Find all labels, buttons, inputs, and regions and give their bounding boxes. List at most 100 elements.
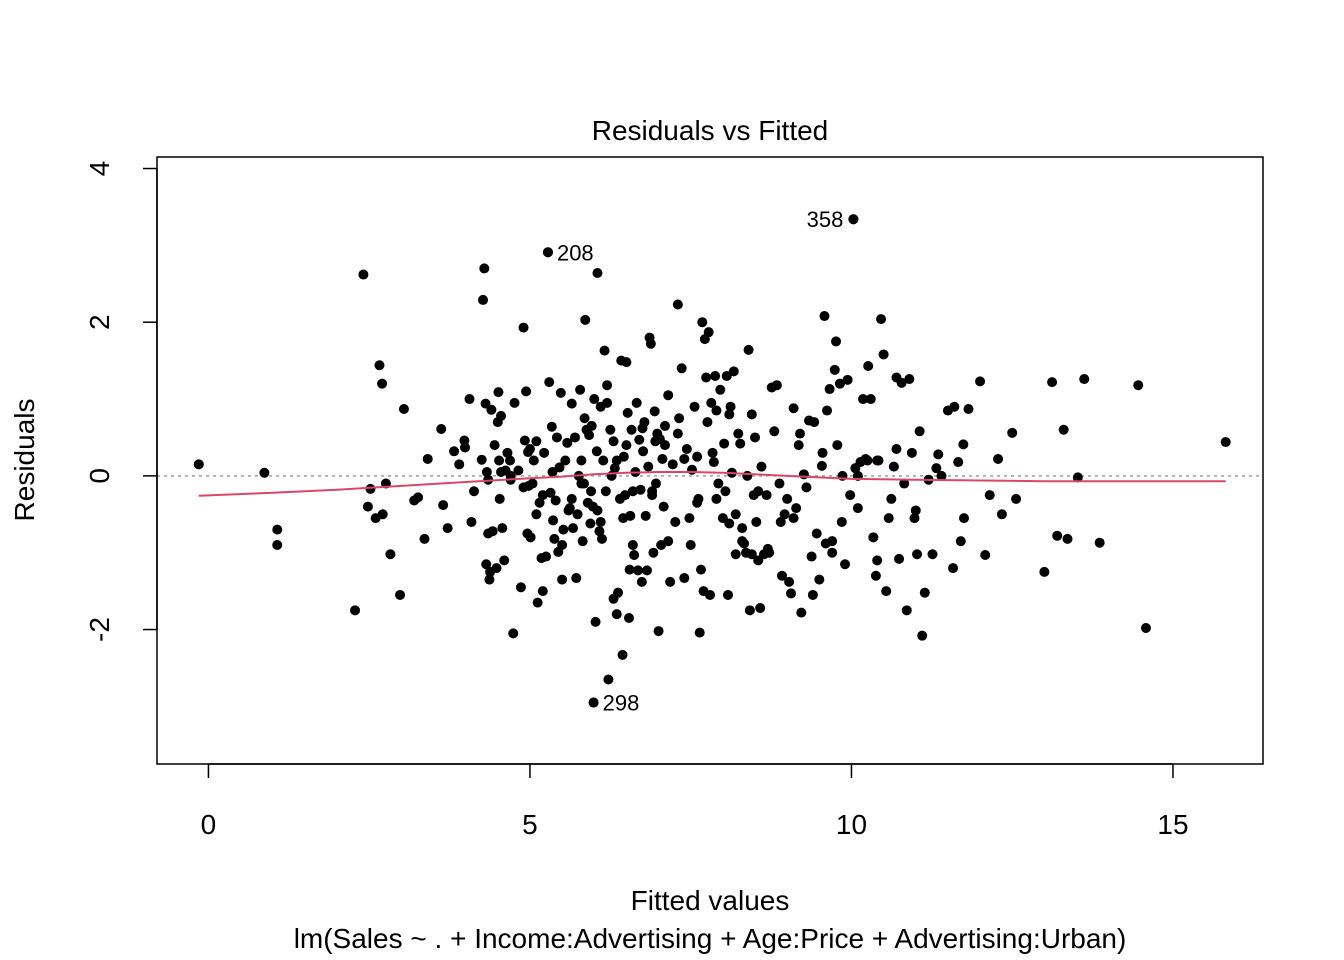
data-point bbox=[899, 478, 910, 489]
data-point bbox=[481, 467, 492, 478]
data-point bbox=[750, 432, 761, 443]
data-point bbox=[586, 486, 597, 497]
data-point bbox=[586, 420, 597, 431]
data-point bbox=[557, 540, 568, 551]
data-point bbox=[761, 490, 772, 501]
data-point bbox=[558, 524, 569, 535]
data-point bbox=[577, 536, 588, 547]
data-point bbox=[827, 536, 838, 547]
data-point bbox=[419, 533, 430, 544]
data-point bbox=[672, 428, 683, 439]
data-point bbox=[537, 490, 548, 501]
data-point bbox=[1052, 530, 1063, 541]
data-point bbox=[819, 311, 830, 322]
data-point bbox=[878, 349, 889, 360]
data-point bbox=[685, 540, 696, 551]
data-point bbox=[744, 605, 755, 616]
data-point bbox=[193, 459, 204, 470]
data-point bbox=[746, 409, 757, 420]
data-point bbox=[948, 563, 959, 574]
data-point bbox=[701, 372, 712, 383]
data-point bbox=[618, 513, 629, 524]
data-point bbox=[674, 413, 685, 424]
data-point bbox=[531, 436, 542, 447]
data-point bbox=[524, 443, 535, 454]
data-point bbox=[909, 513, 920, 524]
data-point bbox=[912, 549, 923, 560]
data-point bbox=[993, 453, 1004, 464]
data-point bbox=[711, 405, 722, 416]
data-point bbox=[715, 384, 726, 395]
data-point bbox=[1058, 424, 1069, 435]
data-point bbox=[676, 363, 687, 374]
data-point bbox=[576, 478, 587, 489]
data-point bbox=[518, 482, 529, 493]
data-point bbox=[469, 486, 480, 497]
data-point bbox=[958, 513, 969, 524]
data-point bbox=[705, 589, 715, 600]
data-point bbox=[724, 518, 735, 529]
data-point bbox=[756, 461, 767, 472]
data-point bbox=[494, 493, 505, 504]
data-point bbox=[481, 559, 492, 570]
data-point bbox=[659, 420, 670, 431]
data-point bbox=[870, 570, 881, 581]
data-point bbox=[657, 453, 668, 464]
data-point bbox=[624, 564, 635, 575]
data-point bbox=[653, 626, 664, 637]
data-point bbox=[958, 439, 969, 450]
data-point bbox=[927, 549, 938, 560]
data-point bbox=[702, 417, 713, 428]
data-point bbox=[692, 497, 703, 508]
data-point bbox=[933, 449, 944, 460]
data-point bbox=[665, 576, 676, 587]
data-point bbox=[635, 484, 646, 495]
data-point bbox=[643, 461, 654, 472]
data-point bbox=[816, 460, 827, 471]
data-point bbox=[980, 550, 991, 561]
data-point bbox=[771, 380, 782, 391]
data-point bbox=[788, 513, 799, 524]
data-point bbox=[590, 616, 601, 627]
data-point bbox=[706, 397, 717, 408]
data-point bbox=[622, 407, 633, 418]
data-point bbox=[663, 536, 674, 547]
data-point bbox=[599, 345, 610, 356]
data-point bbox=[667, 459, 678, 470]
data-point bbox=[788, 403, 799, 414]
smooth-trend-line bbox=[198, 471, 1226, 497]
data-point bbox=[527, 478, 538, 489]
data-point bbox=[537, 586, 548, 597]
data-point bbox=[621, 357, 632, 368]
data-point bbox=[975, 376, 986, 387]
data-point bbox=[777, 570, 788, 581]
data-point bbox=[784, 576, 795, 587]
data-point bbox=[460, 442, 471, 453]
data-point bbox=[548, 515, 559, 526]
data-point bbox=[919, 587, 930, 598]
data-point bbox=[1011, 493, 1022, 504]
data-point bbox=[478, 294, 489, 305]
data-point bbox=[817, 447, 828, 458]
data-point bbox=[603, 674, 614, 685]
data-point bbox=[695, 564, 706, 575]
data-point bbox=[811, 528, 822, 539]
data-point bbox=[499, 555, 510, 566]
data-point bbox=[631, 397, 642, 408]
data-point bbox=[598, 455, 609, 466]
data-point bbox=[617, 649, 628, 660]
data-point bbox=[608, 436, 619, 447]
data-point bbox=[515, 582, 526, 593]
data-point bbox=[730, 509, 741, 520]
data-point bbox=[648, 547, 659, 558]
data-point bbox=[724, 409, 735, 420]
data-point bbox=[377, 509, 388, 520]
data-point bbox=[377, 378, 388, 389]
data-point bbox=[681, 443, 692, 454]
data-point bbox=[528, 455, 539, 466]
data-point bbox=[422, 453, 433, 464]
data-point bbox=[620, 490, 631, 501]
plot-area: 358 208 298 bbox=[157, 207, 1263, 716]
data-point bbox=[560, 455, 571, 466]
data-point bbox=[886, 493, 897, 504]
